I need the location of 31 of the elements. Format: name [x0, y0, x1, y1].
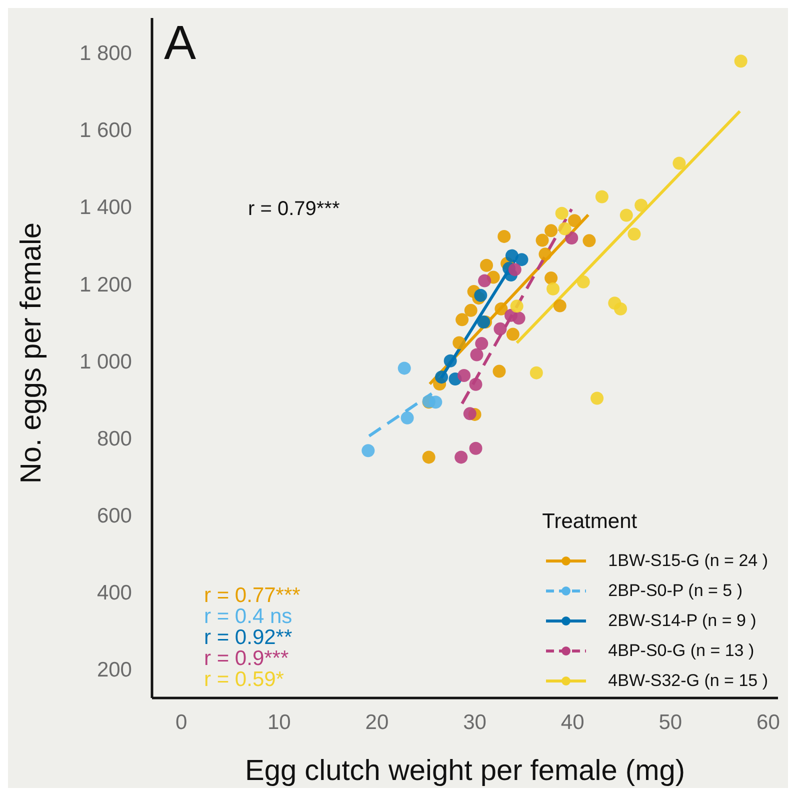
- y-tick-label: 1 200: [79, 273, 132, 296]
- legend-label: 1BW-S15-G (n = 24 ): [608, 551, 768, 571]
- x-tick-label: 30: [463, 710, 486, 734]
- y-tick-label: 800: [96, 427, 132, 450]
- x-tick-label: 20: [365, 710, 389, 734]
- x-tick-label: 0: [176, 710, 188, 734]
- x-tick-label: 60: [756, 710, 780, 734]
- annotation: r = 0.92**: [204, 626, 294, 649]
- annotation: r = 0.77***: [204, 584, 300, 607]
- x-tick-label: 50: [658, 710, 682, 734]
- legend-label: 2BW-S14-P (n = 9 ): [608, 611, 756, 631]
- legend-label: 2BP-S0-P (n = 5 ): [608, 581, 742, 601]
- y-tick-label: 200: [96, 658, 132, 682]
- annotation: r = 0.59*: [204, 668, 285, 691]
- annotation: r = 0.4 ns: [204, 605, 294, 628]
- legend-title: Treatment: [542, 510, 638, 534]
- y-tick-label: 600: [96, 504, 132, 528]
- annotation: A: [164, 16, 196, 71]
- y-axis-title: No. eggs per female: [16, 222, 48, 484]
- legend-label: 4BP-S0-G (n = 13 ): [608, 641, 754, 661]
- y-tick-label: 1 400: [79, 196, 132, 220]
- annotation: r = 0.79***: [248, 198, 340, 221]
- y-tick-label: 1 600: [79, 119, 132, 142]
- y-tick-label: 1 000: [79, 350, 132, 374]
- legend-label: 4BW-S32-G (n = 15 ): [608, 671, 768, 691]
- y-tick-label: 400: [96, 582, 132, 605]
- x-tick-label: 40: [560, 710, 584, 734]
- annotation: r = 0.9***: [204, 647, 290, 670]
- y-tick-label: 1 800: [79, 42, 132, 66]
- x-axis-title: Egg clutch weight per female (mg): [244, 755, 686, 787]
- x-tick-label: 10: [267, 710, 291, 734]
